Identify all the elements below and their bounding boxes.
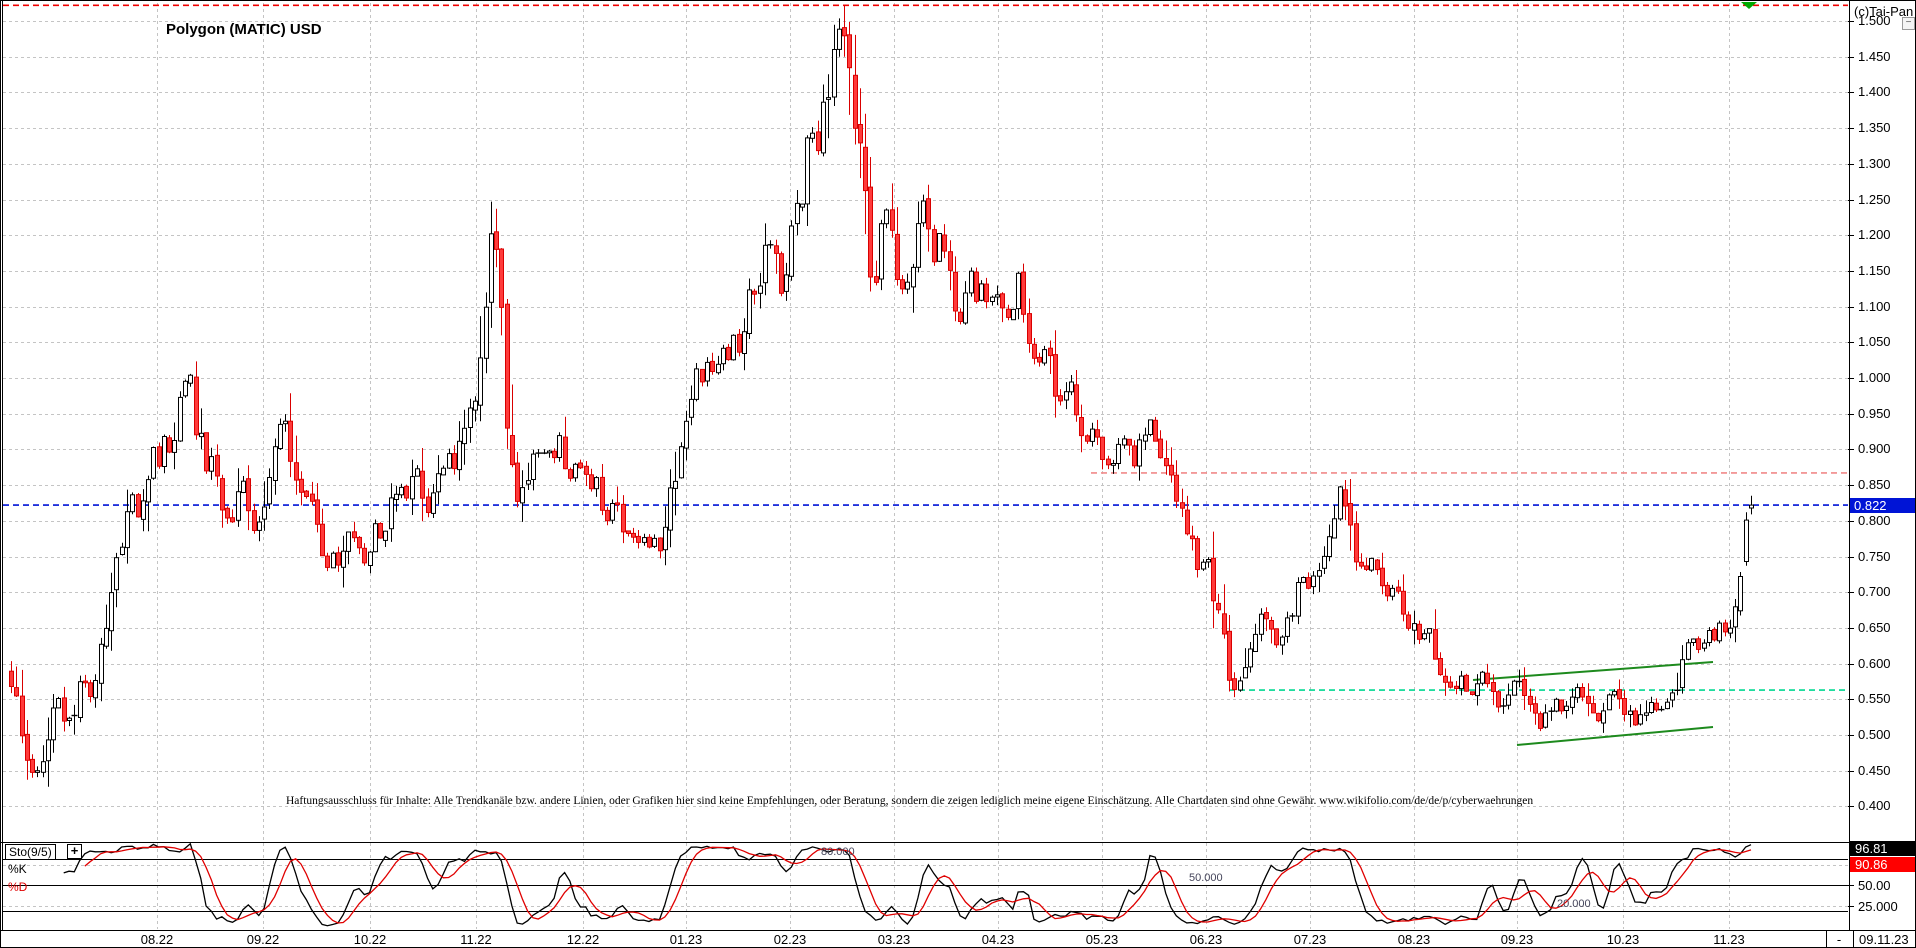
- price-axis-label: 0.850: [1858, 477, 1891, 493]
- sto-k-value-badge: 96.81: [1850, 841, 1915, 856]
- alarm-marker-icon: [1741, 2, 1757, 9]
- sto-k-label: %K: [8, 862, 27, 876]
- time-axis-label: 08.22: [140, 932, 174, 947]
- time-axis-label: 05.23: [1085, 932, 1119, 947]
- sto-d-label: %D: [8, 880, 28, 894]
- price-axis-label: 1.500: [1858, 13, 1891, 28]
- price-axis-label: 0.400: [1858, 798, 1891, 814]
- sto-level-label: 50.000: [1189, 872, 1223, 884]
- price-axis-label: 1.100: [1858, 298, 1891, 314]
- time-axis-label: 10.23: [1606, 932, 1640, 947]
- time-axis-label: 07.23: [1293, 932, 1327, 947]
- price-axis-label: 0.500: [1858, 727, 1891, 742]
- sto-axis-label-50: 50.00: [1858, 878, 1891, 893]
- price-axis-label: 0.950: [1858, 405, 1891, 421]
- price-axis-label: 1.250: [1858, 191, 1891, 207]
- copyright-label: (c)Tai-Pan: [1854, 4, 1914, 19]
- time-axis-label: 06.23: [1189, 932, 1223, 947]
- price-axis-label: 0.800: [1858, 512, 1891, 528]
- disclaimer-text: Haftungsausschluss für Inhalte: Alle Tre…: [286, 795, 1534, 807]
- time-axis-label: 03.23: [877, 932, 911, 947]
- time-axis-label: 04.23: [981, 932, 1015, 947]
- price-axis-label: 0.750: [1858, 548, 1891, 564]
- time-axis-label: 11.23: [1713, 932, 1745, 947]
- time-axis-label: 08.23: [1397, 932, 1431, 947]
- time-axis-label: 09.22: [246, 932, 280, 947]
- time-axis-label: 02.23: [773, 932, 807, 947]
- sto-axis-label-25: 25.000: [1858, 899, 1898, 914]
- sto-level-label: 80.000: [821, 846, 855, 858]
- price-axis-label: 0.450: [1858, 762, 1891, 778]
- time-axis-label: 12.22: [566, 932, 600, 947]
- collapse-axis-button[interactable]: −: [1902, 17, 1915, 30]
- indicator-name-button[interactable]: Sto(9/5): [5, 844, 56, 860]
- price-axis-label: 1.350: [1858, 120, 1891, 136]
- price-axis-label: 1.150: [1858, 262, 1891, 278]
- price-axis-label: 1.050: [1858, 334, 1891, 350]
- price-axis-label: 1.400: [1858, 84, 1891, 100]
- price-axis-label: 1.450: [1858, 48, 1891, 64]
- time-axis-label: 11.22: [460, 932, 492, 947]
- price-axis-label: 1.200: [1858, 227, 1891, 243]
- price-axis-label: 0.900: [1858, 441, 1891, 457]
- time-axis-label: 10.22: [353, 932, 387, 947]
- status-dash: -: [1836, 932, 1842, 947]
- price-axis-label: 1.300: [1858, 155, 1891, 171]
- price-axis-label: 0.700: [1858, 584, 1891, 600]
- time-axis-label: 09.23: [1500, 932, 1534, 947]
- price-axis-label: 1.000: [1858, 370, 1891, 385]
- price-axis-label: 0.550: [1858, 691, 1891, 707]
- sto-d-value-badge: 90.86: [1850, 857, 1915, 872]
- indicator-expand-icon[interactable]: +: [67, 844, 82, 859]
- chart-title: Polygon (MATIC) USD: [166, 21, 322, 38]
- status-date: 09.11.23: [1859, 932, 1909, 947]
- price-axis-label: 0.650: [1858, 619, 1891, 635]
- time-axis-label: 01.23: [669, 932, 703, 947]
- price-axis-label: 0.600: [1858, 655, 1891, 671]
- last-price-badge: 0.822: [1850, 498, 1915, 513]
- sto-level-label: 20.000: [1557, 898, 1591, 910]
